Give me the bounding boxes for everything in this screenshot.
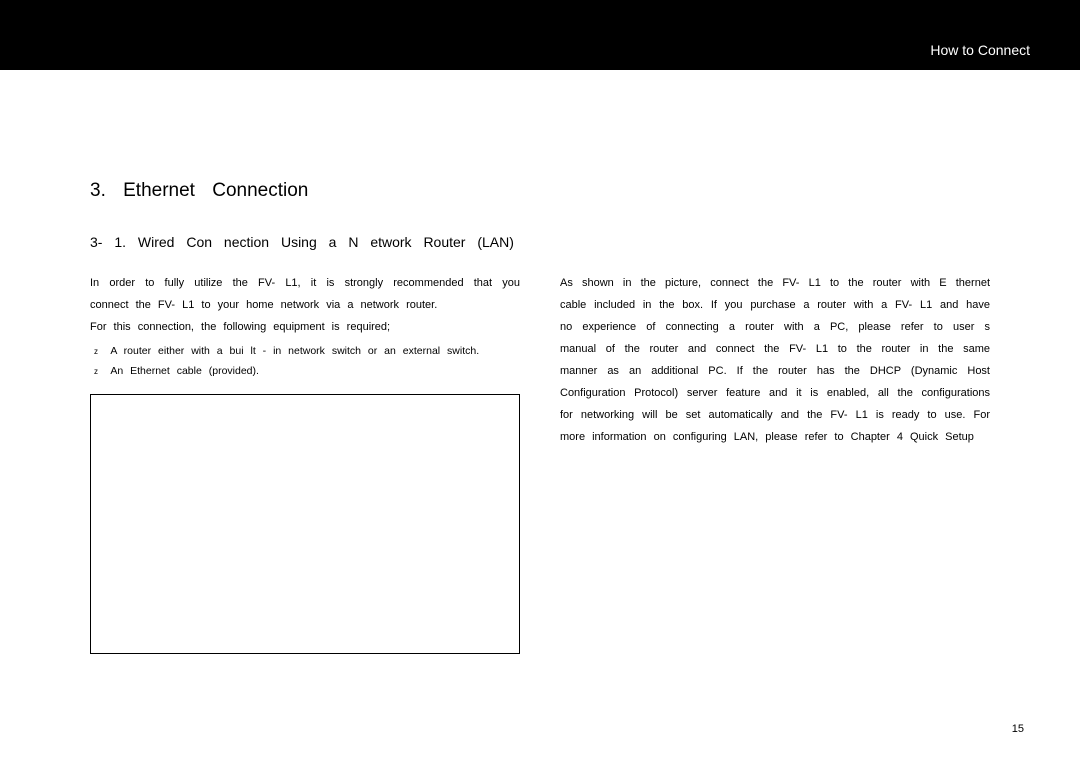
header-bar: How to Connect xyxy=(0,0,1080,70)
bullet-icon: z xyxy=(94,367,98,376)
right-column: As shown in the picture, connect the FV-… xyxy=(560,272,990,654)
columns: In order to fully utilize the FV- L1, it… xyxy=(90,272,990,654)
list-item: z A router either with a bui lt - in net… xyxy=(90,342,520,362)
list-item: z An Ethernet cable (provided). xyxy=(90,362,520,382)
page-number: 15 xyxy=(1012,723,1024,735)
left-column: In order to fully utilize the FV- L1, it… xyxy=(90,272,520,654)
bullet-text: An Ethernet cable (provided). xyxy=(110,365,259,377)
subsection-title: 3- 1. Wired Con nection Using a N etwork… xyxy=(90,234,990,250)
bullet-list: z A router either with a bui lt - in net… xyxy=(90,342,520,382)
image-placeholder xyxy=(90,394,520,654)
bullet-icon: z xyxy=(94,347,98,356)
bullet-text: A router either with a bui lt - in netwo… xyxy=(110,345,479,357)
header-title: How to Connect xyxy=(930,42,1030,58)
left-para-2: For this connection, the following equip… xyxy=(90,316,520,338)
page-content: 3. Ethernet Connection 3- 1. Wired Con n… xyxy=(0,70,1080,654)
section-title: 3. Ethernet Connection xyxy=(90,180,990,202)
left-para-1: In order to fully utilize the FV- L1, it… xyxy=(90,272,520,316)
right-para: As shown in the picture, connect the FV-… xyxy=(560,272,990,448)
